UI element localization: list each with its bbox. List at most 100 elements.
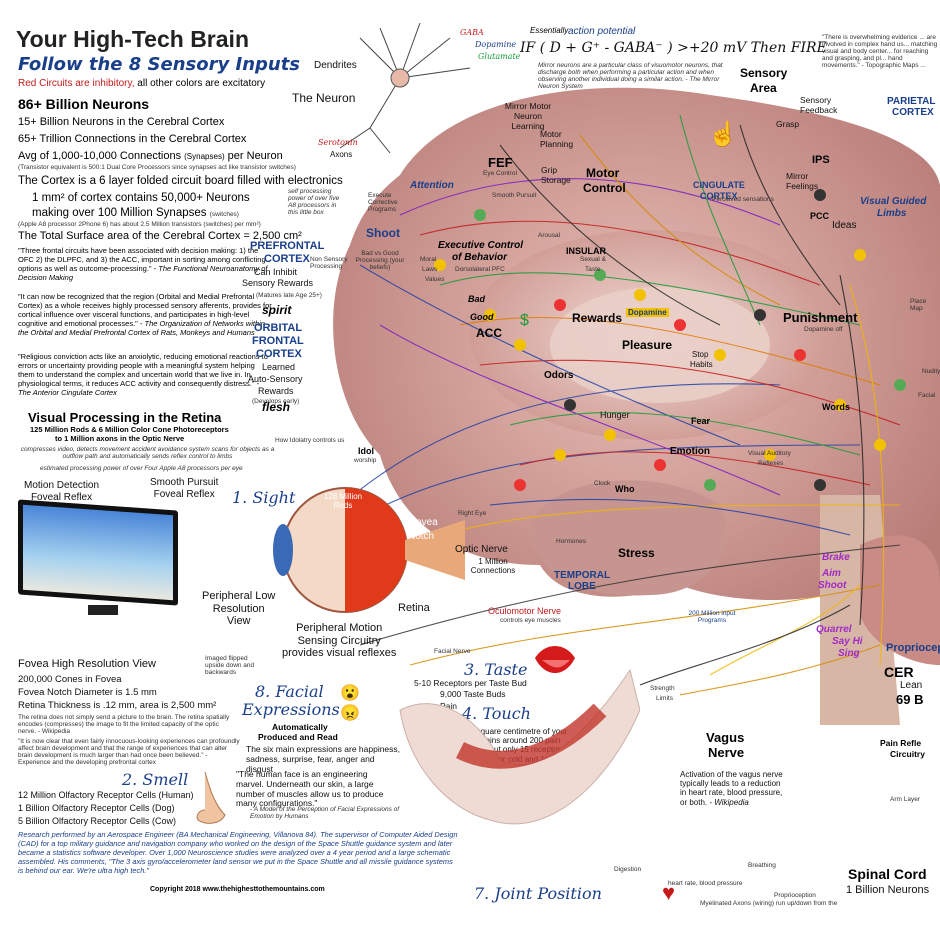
attention-label: Attention (410, 180, 454, 191)
label-line: Peripheral Low (202, 590, 276, 602)
insular-taste-label: Taste (585, 266, 601, 273)
facial-six: The six main expressions are happiness, … (246, 744, 401, 774)
bad-label: Bad (468, 294, 486, 304)
research-note: Research performed by an Aerospace Engin… (18, 830, 458, 876)
matures-label: (Matures late Age 25+) (256, 292, 322, 299)
rewards-label: Rewards (258, 386, 294, 396)
parietal-label: PARIETAL (887, 96, 936, 107)
avg-connections-fact: Avg of 1,000-10,000 Connections (Synapse… (18, 150, 283, 162)
action-potential-label: action potential (568, 26, 636, 37)
vagus-title2: Nerve (708, 745, 745, 760)
surface-fact: The Total Surface area of the Cerebral C… (18, 230, 302, 242)
hormones-label: Hormones (556, 538, 586, 545)
shoot2-label: Shoot (818, 580, 847, 591)
taste-buds: 9,000 Taste Buds (440, 689, 506, 699)
retina-title: Visual Processing in the Retina (28, 410, 222, 425)
reflexes-label: Reflexes (758, 460, 784, 467)
facial-title2: Expressions (242, 700, 340, 719)
serotonin-label: Serotonin (318, 138, 358, 147)
axons-label: Axons (330, 150, 353, 159)
good-label: Good (470, 312, 494, 322)
copyright: Copyright 2018 www.thehighesttothemounta… (150, 886, 325, 893)
label-line: Smooth Pursuit (150, 477, 219, 488)
bad-good-label: Bad vs Good Processing (your beliefs) (355, 250, 405, 271)
fef-label: FEF (488, 155, 513, 170)
peripheral-motion-label: Peripheral Motion Sensing Circuitry provid… (282, 622, 396, 660)
oculomotor-label: Oculomotor Nerve (488, 606, 562, 616)
quote-text: "Religious conviction acts like an anxio… (18, 352, 268, 388)
dopamine-off-label: Dopamine off (804, 326, 843, 333)
temporal-label: TEMPORAL (554, 570, 611, 581)
facial-produced: Produced and Read (258, 732, 338, 742)
frontal-label: FRONTAL (252, 335, 304, 347)
aim-label: Aim (822, 568, 841, 579)
retina-note: The retina does not simply send a pictur… (18, 714, 230, 735)
develops-label: (Develops early) (252, 398, 300, 405)
excitatory-note: all other colors are excitatory (134, 78, 266, 89)
peripheral-low-label: Peripheral Low Resolution View (202, 590, 275, 628)
rods-label: 128 Million Rods (323, 492, 363, 510)
cortex-neurons-fact: 15+ Billion Neurons in the Cerebral Cort… (18, 116, 225, 128)
touch-title: 4. Touch (462, 704, 531, 723)
monitor-stand (88, 605, 118, 615)
quote-religious: "Religious conviction acts like an anxio… (18, 352, 273, 397)
strength-label: Strength (650, 685, 675, 692)
prefrontal-label: PREFRONTAL (250, 240, 325, 252)
quote-text: "Three frontal circuits have been associ… (18, 246, 266, 273)
smell-dog: 1 Billion Olfactory Receptor Cells (Dog) (18, 803, 175, 813)
mirror-neuron-label: Mirror Motor Neuron Learning (504, 101, 552, 131)
limits-label: Limits (656, 695, 673, 702)
of-behavior-label: of Behavior (452, 252, 508, 263)
avg-suffix: per Neuron (224, 150, 283, 162)
label-line: Peripheral Motion (296, 622, 383, 634)
executive-label: Executive Control (438, 240, 524, 251)
fovea-high-label: Fovea High Resolution View (18, 658, 156, 670)
gaba-label: GABA (460, 28, 484, 37)
execute-label: Execute Corrective Programs (368, 192, 398, 213)
can-inhibit-label: Can Inhibit (254, 267, 298, 277)
habits-label: Habits (690, 360, 713, 369)
proprio-label: Propriocep (886, 642, 940, 654)
cerebellum-shape (860, 535, 940, 665)
overwhelming-quote: "There is overwhelming evidence ... are … (822, 34, 938, 69)
formula-label: IF ( D + G⁺ - GABA⁻ ) >+20 mV Then FIRE (520, 40, 827, 56)
nudity-label: Nudity (922, 368, 940, 375)
retina-desc2: estimated processing power of over Four … (40, 465, 243, 472)
retina-sub2: to 1 Million axons in the Optic Nerve (55, 434, 185, 443)
connections-fact: 65+ Trillion Connections in the Cerebral… (18, 133, 247, 145)
flesh-label: flesh (262, 400, 291, 414)
quote-source: - The Anterior Cingulate Cortex (18, 379, 260, 397)
sight-title: 1. Sight (232, 488, 296, 507)
worship-label: worship (354, 457, 377, 464)
smell-cow: 5 Billion Olfactory Receptor Cells (Cow) (18, 816, 177, 826)
essentially-label: Essentially (530, 26, 569, 35)
quarrel-label: Quarrel (816, 624, 852, 635)
taste-receptors: 5-10 Receptors per Taste Bud (414, 678, 527, 688)
moral-label: Moral (420, 256, 437, 263)
pleasure-label: Pleasure (622, 338, 673, 352)
visual-auditory-label: Visual Auditory (748, 450, 791, 457)
hunger-label: Hunger (600, 410, 630, 420)
facial-source: - A Model of the Perception of Facial Ex… (250, 806, 400, 820)
label-line: Motion Detection (24, 480, 100, 491)
idol-label: Idol (358, 446, 374, 456)
eye-control-label: Eye Control (483, 170, 517, 177)
label-line: Foveal Reflex (153, 488, 215, 500)
limbs-label: Limbs (877, 208, 907, 219)
retina-thickness-fact: Retina Thickness is .12 mm, area is 2,50… (18, 700, 217, 711)
monitor-illustration (18, 499, 188, 620)
emotion-label: Emotion (670, 446, 710, 457)
nose-icon (196, 771, 226, 824)
avg-small: (Synapses) (184, 152, 225, 161)
clock-label: Clock (594, 480, 611, 487)
heart-label: heart rate, blood pressure (668, 880, 743, 887)
pain-reflex-label: Pain Refle (880, 738, 922, 748)
lips-icon (535, 646, 575, 673)
retina-sub1: 125 Million Rods & 6 Million Color Cone … (30, 425, 229, 434)
retina-label: Retina (398, 602, 430, 614)
cingulate-label: CINGULATE (693, 180, 745, 190)
sensory-label: Sensory (740, 66, 788, 80)
pain-label: Pain (440, 701, 458, 711)
cones-fact: 200,000 Cones in Fovea (18, 674, 122, 685)
dendrites-label: Dendrites (314, 60, 357, 71)
